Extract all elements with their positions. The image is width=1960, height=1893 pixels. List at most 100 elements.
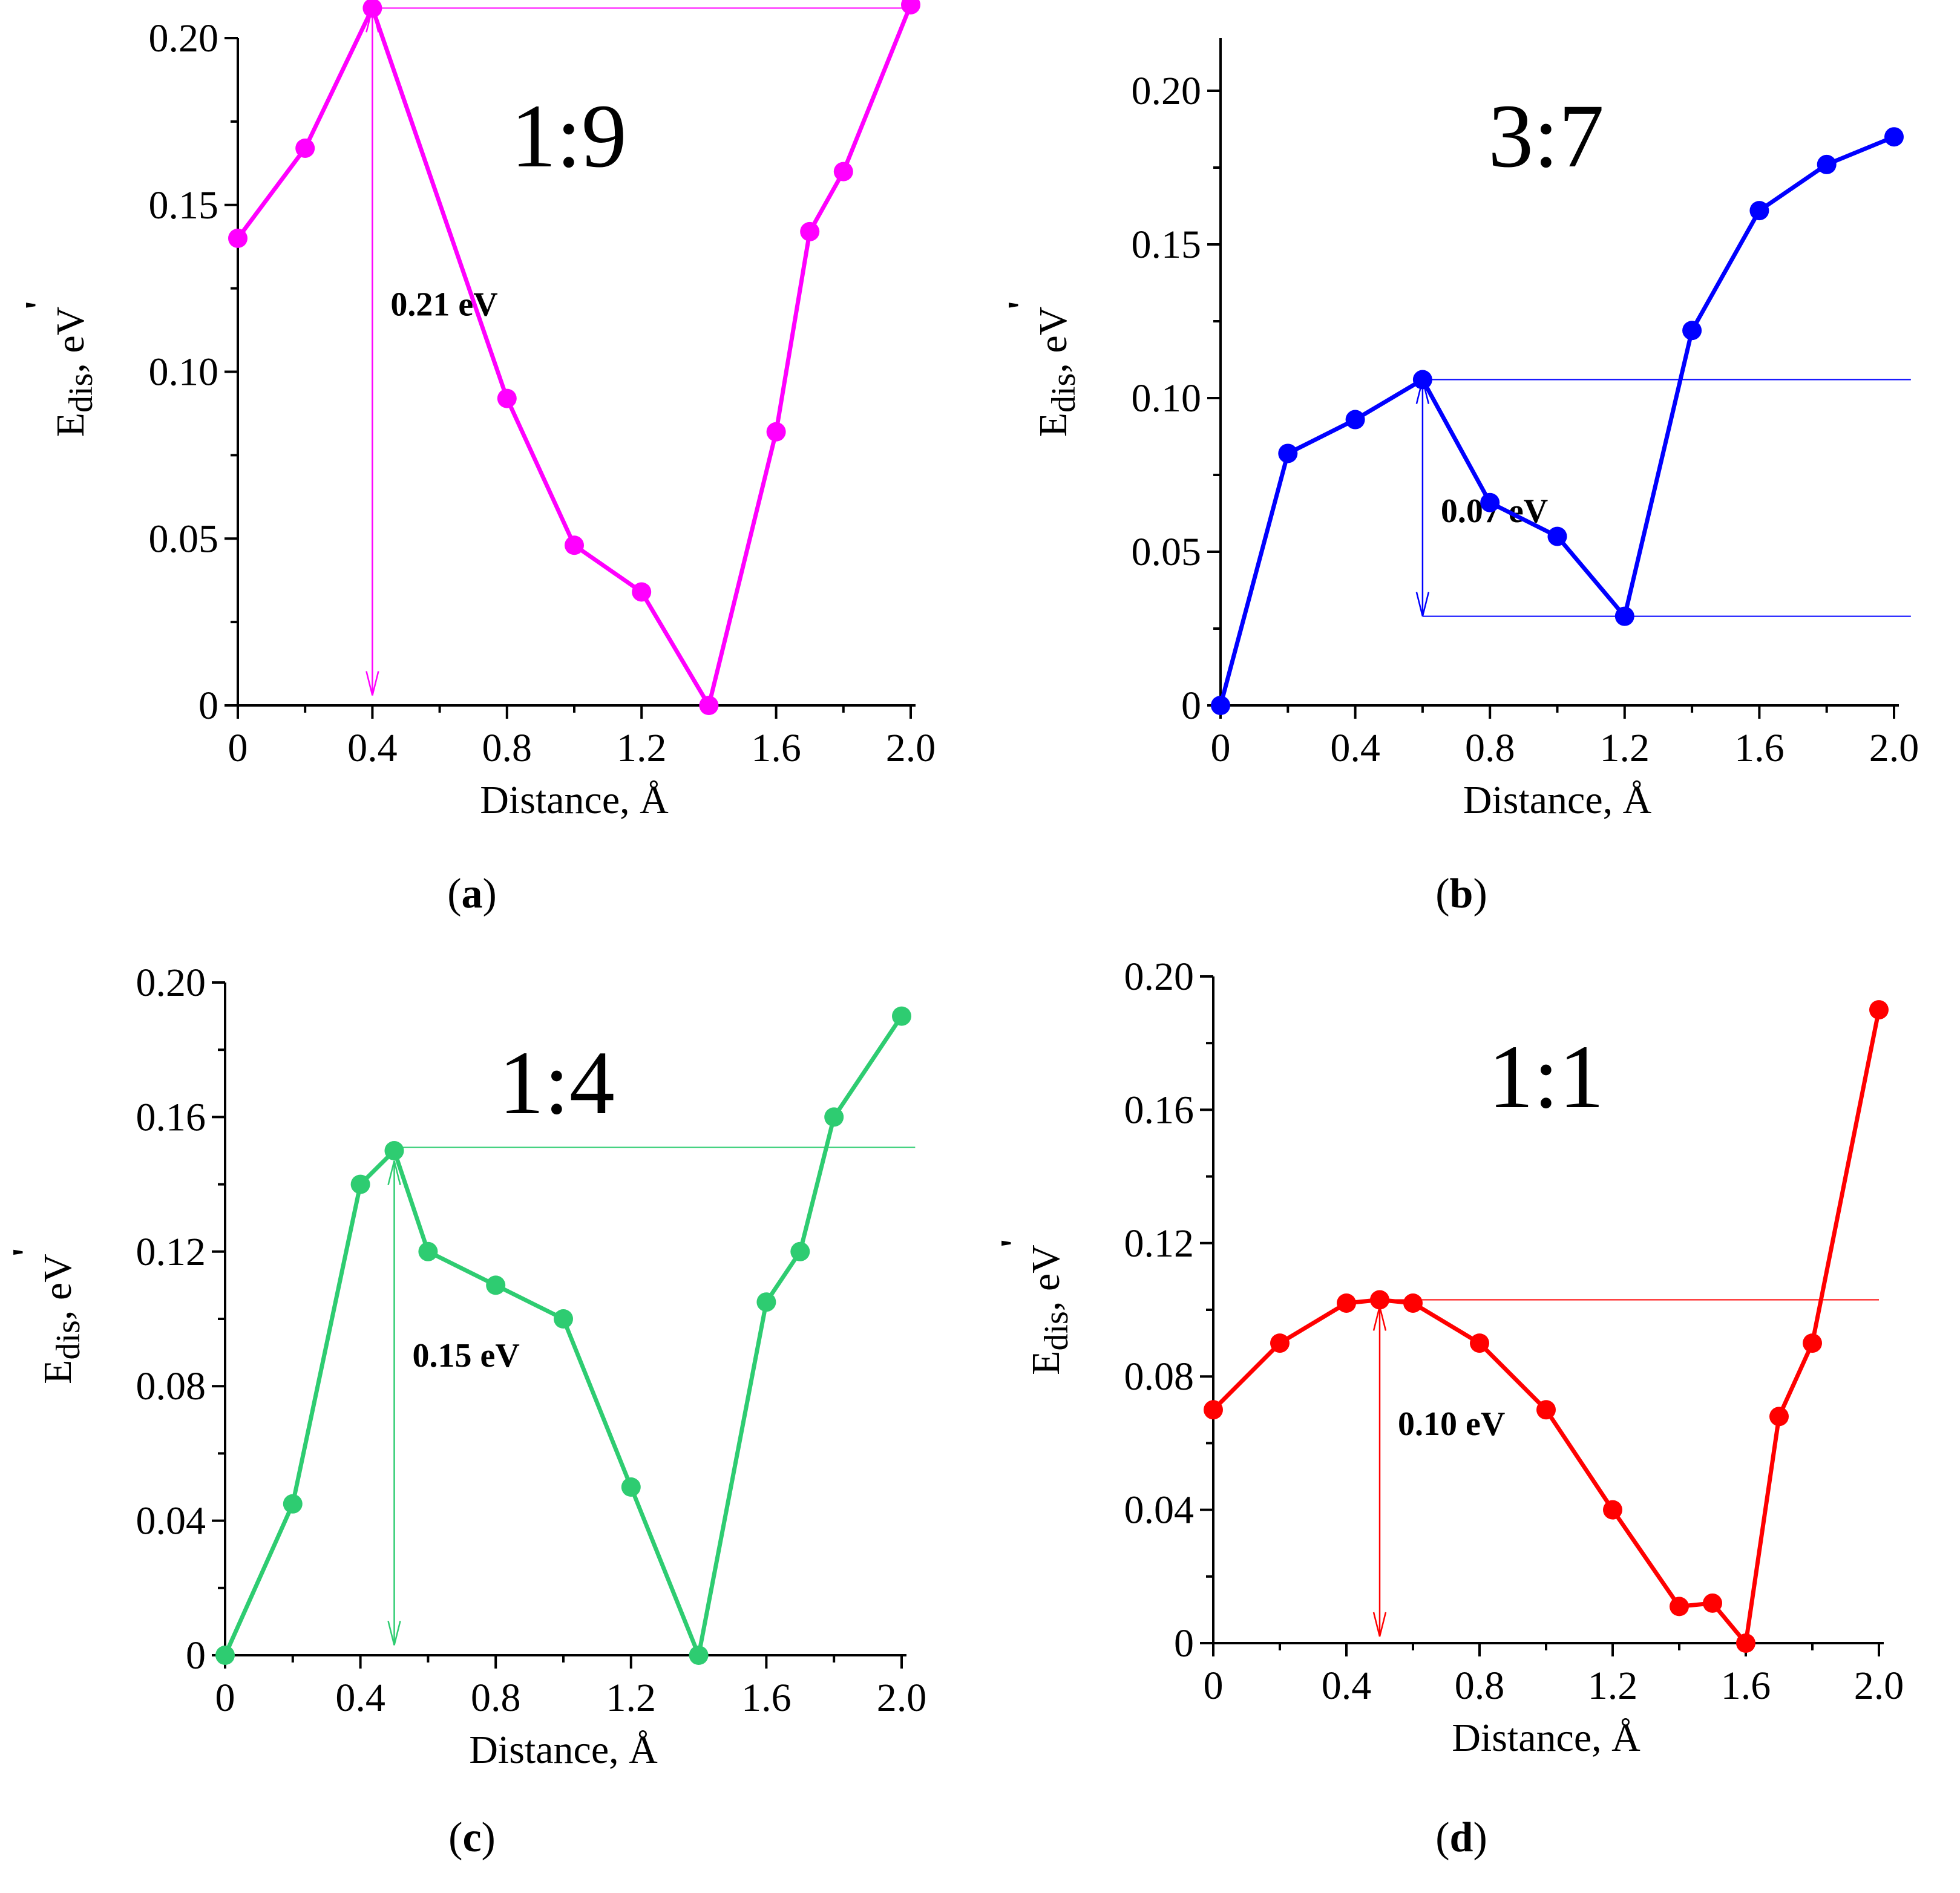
- y-tick-label: 0: [198, 684, 218, 728]
- x-tick-label: 1.2: [617, 726, 667, 770]
- data-point: [1703, 1593, 1722, 1613]
- chart-panel-d: 0 0.04 0.08 0.12 0.16 0.20 0 0.4 0.8 1.2 1.6 2.0 Dis…: [992, 955, 1904, 1861]
- data-point: [418, 1241, 438, 1261]
- y-axis-title-subscript: dis: [62, 373, 100, 413]
- y-tick-label: 0.05: [1132, 530, 1202, 574]
- data-point: [833, 162, 853, 181]
- y-tick-label: 0.12: [136, 1230, 206, 1274]
- x-tick-label: 1.6: [1721, 1664, 1771, 1708]
- y-tick-label: 0: [1174, 1621, 1194, 1666]
- data-point: [215, 1646, 235, 1665]
- data-point: [824, 1107, 844, 1127]
- annotation-label: 0.10 eV: [1398, 1405, 1505, 1443]
- chart-panel-c: 0 0.04 0.08 0.12 0.16 0.20 0 0.4 0.8 1.2 1.6 2.0 Dis…: [4, 961, 926, 1861]
- x-tick-label: 1.6: [741, 1676, 792, 1720]
- panel-caption: (c): [448, 1814, 496, 1861]
- y-tick-label: 0.08: [136, 1364, 206, 1408]
- x-axis-title: Distance, Å: [1463, 778, 1652, 822]
- data-point: [1211, 696, 1230, 715]
- chart-panel-b: 0 0.05 0.10 0.15 0.20 0 0.4 0.8 1.2 1.6 2.0 Distanc…: [1000, 38, 1919, 917]
- y-axis-title: Edis, eV: [36, 1254, 87, 1384]
- y-axis-title-subscript: dis: [1045, 373, 1083, 413]
- data-point: [1670, 1597, 1689, 1617]
- data-point: [689, 1646, 709, 1665]
- y-tick-label: 0: [1181, 684, 1201, 728]
- x-tick-label: 1.2: [606, 1676, 657, 1720]
- data-point: [756, 1292, 776, 1312]
- x-tick-label: 0: [215, 1676, 235, 1720]
- y-axis-title-prime: ': [992, 1238, 1037, 1249]
- data-point: [497, 388, 517, 408]
- data-point: [565, 535, 584, 555]
- x-tick-label: 0.4: [335, 1676, 385, 1720]
- x-tick-label: 0.8: [1465, 726, 1515, 770]
- x-tick-label: 0.8: [471, 1676, 521, 1720]
- chart-panel-a: 0 0.05 0.10 0.15 0.20 0 0.4 0.8 1.2 1.6 2.0 Distanc…: [17, 0, 936, 917]
- y-axis-title: Edis, eV: [1024, 1244, 1075, 1375]
- y-tick-label: 0.12: [1124, 1221, 1195, 1266]
- annotation-arrowhead-up: [387, 1160, 401, 1185]
- data-point: [1470, 1333, 1489, 1353]
- panel-caption: (a): [447, 871, 497, 917]
- data-point: [554, 1309, 573, 1329]
- y-axis-title-unit: , eV: [36, 1254, 80, 1320]
- data-point: [1603, 1500, 1622, 1520]
- data-point: [621, 1477, 641, 1497]
- y-tick-label: 0.10: [1132, 376, 1202, 420]
- y-tick-label: 0: [186, 1633, 206, 1678]
- panel-caption-letter: c: [462, 1814, 481, 1861]
- y-axis-title-symbol: E: [48, 413, 93, 437]
- data-point: [1803, 1333, 1822, 1353]
- data-point: [295, 138, 315, 158]
- data-point: [1204, 1400, 1223, 1420]
- y-tick-label: 0.20: [1124, 955, 1195, 999]
- data-point: [1682, 321, 1702, 341]
- y-tick-label: 0.10: [149, 350, 219, 394]
- y-tick-label: 0.20: [1132, 69, 1202, 113]
- data-point: [228, 228, 247, 248]
- y-axis-title-unit: , eV: [1024, 1244, 1068, 1311]
- data-point: [1480, 492, 1500, 512]
- x-tick-label: 2.0: [877, 1676, 927, 1720]
- data-point: [1403, 1293, 1423, 1313]
- data-point: [1337, 1293, 1356, 1313]
- panel-caption-close: ): [482, 1814, 496, 1861]
- x-tick-label: 1.6: [1734, 726, 1785, 770]
- data-point: [1884, 127, 1904, 147]
- data-point: [1412, 370, 1432, 390]
- panel-caption: (b): [1435, 871, 1487, 917]
- annotation-arrowhead-down: [1372, 1612, 1387, 1637]
- annotation-label: 0.21 eV: [390, 286, 497, 323]
- data-point: [1817, 154, 1837, 174]
- data-point: [362, 0, 382, 18]
- y-axis-title: Edis, eV: [1031, 307, 1083, 437]
- x-tick-label: 1.2: [1588, 1664, 1638, 1708]
- annotation-arrowhead-down: [365, 671, 379, 696]
- data-point: [1736, 1633, 1755, 1653]
- data-point: [283, 1494, 303, 1514]
- panel-caption-letter: d: [1450, 1814, 1473, 1861]
- annotation-arrowhead-down: [1415, 592, 1430, 616]
- ratio-label: 1:9: [511, 86, 627, 186]
- data-point: [1869, 1000, 1889, 1020]
- panel-caption-open: (: [1435, 871, 1449, 917]
- annotation-arrowhead-down: [387, 1621, 401, 1646]
- x-tick-label: 2.0: [886, 726, 936, 770]
- x-axis-title: Distance, Å: [480, 778, 669, 822]
- y-tick-label: 0.08: [1124, 1355, 1195, 1399]
- y-axis-title-unit: , eV: [48, 307, 93, 373]
- ratio-label: 1:4: [499, 1033, 615, 1133]
- y-axis-title-subscript: dis: [50, 1320, 87, 1359]
- x-axis-title: Distance, Å: [469, 1728, 658, 1772]
- panel-caption-open: (: [447, 871, 461, 917]
- x-tick-label: 0.8: [482, 726, 533, 770]
- ratio-label: 1:1: [1488, 1027, 1604, 1127]
- x-tick-label: 0.4: [1322, 1664, 1372, 1708]
- data-point: [350, 1174, 370, 1194]
- x-tick-label: 0: [1204, 1664, 1224, 1708]
- data-point: [1769, 1407, 1789, 1427]
- data-point: [901, 0, 920, 15]
- y-axis-title-unit: , eV: [1031, 307, 1075, 373]
- x-tick-label: 0.8: [1455, 1664, 1505, 1708]
